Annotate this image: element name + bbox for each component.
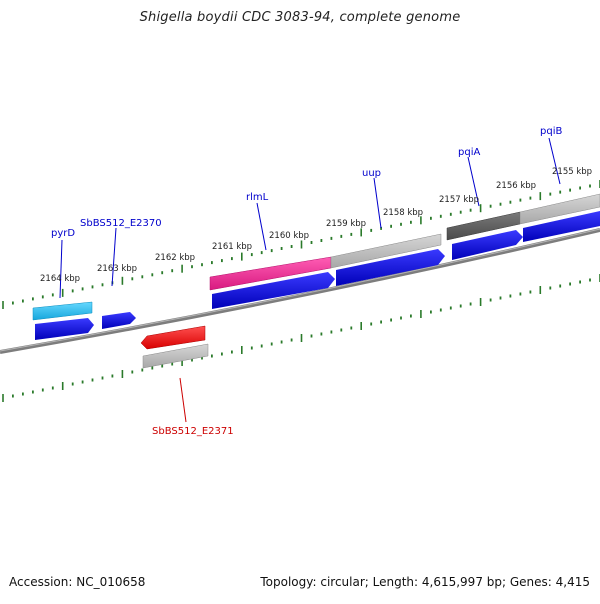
genome-backbone <box>0 228 600 354</box>
ruler-label-2156: 2156 kbp <box>496 181 536 191</box>
cds-pyrD[interactable] <box>35 318 94 340</box>
gene-label-rlmL: rlmL <box>246 192 269 203</box>
gene-label-pqiB: pqiB <box>540 126 562 137</box>
gene-label-SbBS512_E2371: SbBS512_E2371 <box>152 426 234 437</box>
leader-SbBS512_E2371 <box>179 377 187 423</box>
gene-label-SbBS512_E2370: SbBS512_E2370 <box>80 218 162 229</box>
genome-backbone-highlight <box>0 228 600 352</box>
map-title: Shigella boydii CDC 3083-94, complete ge… <box>139 10 461 25</box>
leader-uup <box>373 177 382 229</box>
ruler-label-2164: 2164 kbp <box>40 274 80 284</box>
ruler-label-2159: 2159 kbp <box>326 219 366 229</box>
ruler-label-2161: 2161 kbp <box>212 242 252 252</box>
gene-label-uup: uup <box>362 168 381 179</box>
leader-pqiA <box>467 156 480 207</box>
ruler-label-2157: 2157 kbp <box>439 195 479 205</box>
gene-SbBS512_E2371[interactable] <box>142 343 209 369</box>
leader-pyrD <box>59 239 63 299</box>
gene-pqiB[interactable] <box>519 193 600 225</box>
ruler-label-2158: 2158 kbp <box>383 208 423 218</box>
genome-summary: Topology: circular; Length: 4,615,997 bp… <box>260 575 590 589</box>
gene-label-pyrD: pyrD <box>51 228 75 239</box>
leader-rlmL <box>256 202 267 251</box>
ruler-label-2155: 2155 kbp <box>552 167 592 177</box>
cds-rlmL[interactable] <box>212 272 335 309</box>
ruler-label-2162: 2162 kbp <box>155 253 195 263</box>
gene-label-pqiA: pqiA <box>458 147 480 158</box>
cds-pqiA[interactable] <box>452 230 523 260</box>
cds-SbBS512_E2371[interactable] <box>140 325 206 350</box>
cds-SbBS512_E2370[interactable] <box>102 312 136 329</box>
ruler-label-2160: 2160 kbp <box>269 231 309 241</box>
cds-uup[interactable] <box>336 249 445 286</box>
gene-pyrD[interactable] <box>32 301 93 321</box>
leader-SbBS512_E2370 <box>111 227 117 287</box>
ruler-ticks-lower <box>2 274 600 402</box>
cds-pqiB[interactable] <box>523 211 600 242</box>
leader-pqiB <box>548 137 561 185</box>
accession-label: Accession: NC_010658 <box>9 575 146 589</box>
ruler-label-2163: 2163 kbp <box>97 264 137 274</box>
gene-uup[interactable] <box>330 233 442 269</box>
